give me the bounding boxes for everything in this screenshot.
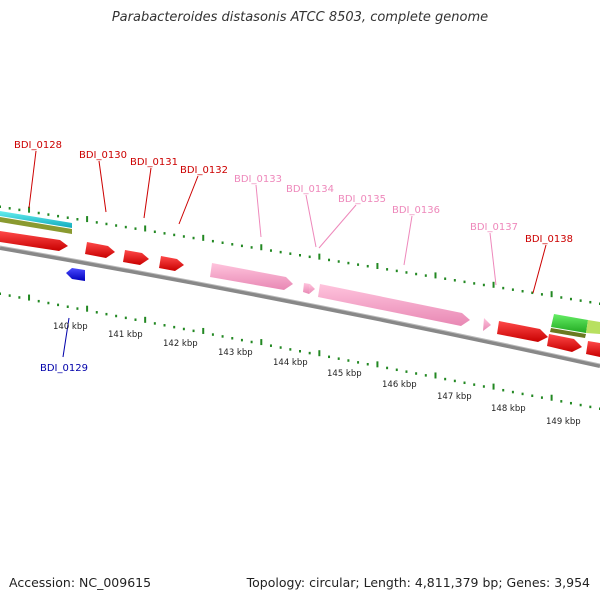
outer-tick-track <box>0 205 600 305</box>
gene-label[interactable]: BDI_0136 <box>392 205 440 216</box>
gene-label[interactable]: BDI_0135 <box>338 194 386 205</box>
scale-label: 142 kbp <box>163 339 198 349</box>
scale-label: 148 kbp <box>491 404 526 414</box>
gene-arrow[interactable] <box>123 250 149 265</box>
label-leader-line <box>305 194 317 248</box>
scale-label: 145 kbp <box>327 369 362 379</box>
label-leader-line <box>178 175 199 225</box>
map-title: Parabacteroides distasonis ATCC 8503, co… <box>111 10 489 25</box>
label-leader-line <box>62 317 70 358</box>
scale-label: 143 kbp <box>218 348 253 358</box>
gene-label[interactable]: BDI_0134 <box>286 184 334 195</box>
scale-label: 149 kbp <box>546 417 581 427</box>
scale-labels: 140 kbp 141 kbp 142 kbp 143 kbp 144 kbp 145 k… <box>53 322 581 427</box>
gene-arrow[interactable] <box>159 256 184 271</box>
rna-arrow[interactable] <box>210 263 293 290</box>
scale-label: 144 kbp <box>273 358 308 368</box>
accession-text: Accession: NC_009615 <box>9 575 152 590</box>
label-leader-line <box>143 167 152 219</box>
rna-genes <box>210 263 491 331</box>
gene-arrow[interactable] <box>547 334 582 352</box>
gene-label[interactable]: BDI_0131 <box>130 157 178 168</box>
scale-label: 140 kbp <box>53 322 88 332</box>
gene-arrow[interactable] <box>0 231 68 251</box>
gene-label[interactable]: BDI_0133 <box>234 174 282 185</box>
gene-label[interactable]: BDI_0128 <box>14 140 62 151</box>
scale-label: 141 kbp <box>108 330 143 340</box>
gene-label[interactable]: BDI_0138 <box>525 234 573 245</box>
label-leader-line <box>532 244 547 294</box>
scale-label: 146 kbp <box>382 380 417 390</box>
gene-arrow[interactable] <box>586 341 600 357</box>
gene-label[interactable]: BDI_0130 <box>79 150 127 161</box>
gene-arrow[interactable] <box>497 321 548 342</box>
label-leader-line <box>489 232 497 286</box>
genome-backbone <box>0 246 600 368</box>
gene-labels: BDI_0128 BDI_0129 BDI_0130BDI_0131BDI_0132… <box>14 140 573 374</box>
label-leader-line <box>318 204 357 249</box>
genome-summary-text: Topology: circular; Length: 4,811,379 bp… <box>246 575 590 590</box>
gene-label[interactable]: BDI_0132 <box>180 165 228 176</box>
forward-genes <box>0 231 600 357</box>
inner-tick-track <box>0 292 600 410</box>
label-leader-line <box>403 215 413 266</box>
rna-arrow[interactable] <box>309 284 315 294</box>
label-leader-line <box>28 150 37 209</box>
feature-band-left <box>0 211 72 234</box>
scale-label: 147 kbp <box>437 392 472 402</box>
reverse-gene-arrow[interactable] <box>66 268 85 281</box>
feature-band-right <box>550 314 600 338</box>
gene-label[interactable]: BDI_0137 <box>470 222 518 233</box>
rna-arrow[interactable] <box>483 318 491 331</box>
gene-arrow[interactable] <box>85 242 115 258</box>
gene-label[interactable]: BDI_0129 <box>40 363 88 374</box>
label-leader-line <box>98 160 107 213</box>
rna-arrow[interactable] <box>303 283 310 294</box>
rna-arrow[interactable] <box>318 284 470 326</box>
label-leader-line <box>255 184 262 238</box>
